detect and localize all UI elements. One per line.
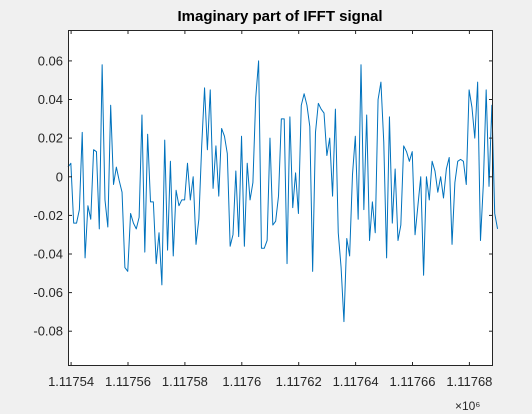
x-tick-label: 1.11766 (389, 374, 435, 389)
x-tick-label: 1.11764 (333, 374, 379, 389)
chart-title: Imaginary part of IFFT signal (177, 8, 382, 25)
x-tick-label: 1.11754 (48, 374, 94, 389)
series-line (67, 60, 499, 323)
x-tick-label: 1.11758 (162, 374, 208, 389)
x-exponent-label: ×10⁶ (455, 399, 480, 413)
x-tick-label: 1.11762 (276, 374, 322, 389)
y-tick-label: 0.04 (38, 92, 63, 107)
y-tick-label: 0 (56, 169, 63, 184)
y-tick-label: -0.02 (33, 208, 63, 223)
axes-box (68, 30, 493, 366)
y-tick-label: -0.06 (33, 285, 63, 300)
x-tick-label: 1.11756 (105, 374, 151, 389)
x-axis: 1.11754 1.11756 1.11758 1.1176 1.11762 1.1176… (48, 30, 492, 389)
y-tick-label: 0.02 (38, 131, 63, 146)
x-tick-label: 1.11768 (446, 374, 492, 389)
x-tick-label: 1.1176 (222, 374, 261, 389)
y-axis: 0.06 0.04 0.02 0 -0.02 -0.04 -0.06 -0.08 (33, 53, 493, 339)
y-tick-label: 0.06 (38, 53, 63, 68)
axes-background (68, 30, 493, 366)
y-tick-label: -0.08 (33, 324, 63, 339)
y-tick-label: -0.04 (33, 247, 63, 262)
plot-lines (67, 60, 499, 323)
